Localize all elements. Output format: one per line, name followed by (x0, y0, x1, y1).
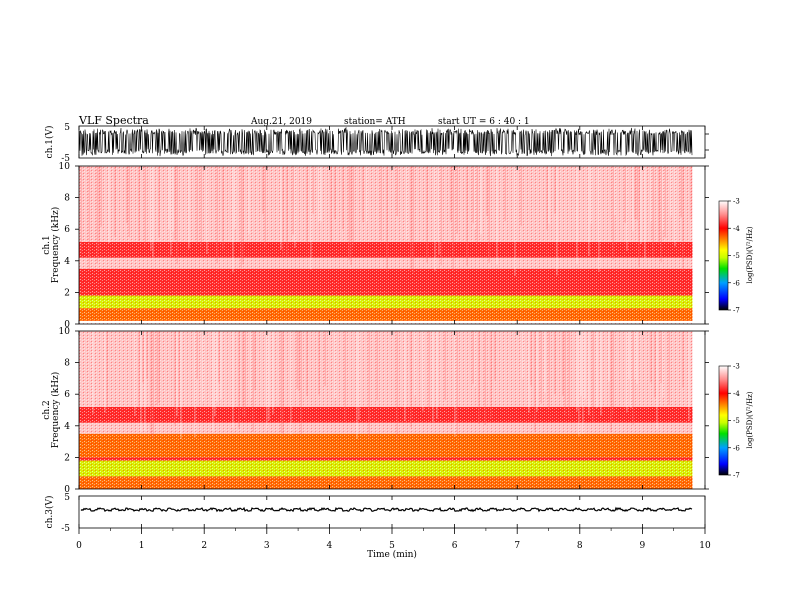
time-axis-label: Time (min) (367, 549, 417, 560)
time-tick-label: 3 (264, 541, 270, 551)
ch1-waveform-panel: 5 -5 ch.1(V) (44, 123, 709, 164)
ch1-spec-ylabel-channel: ch.1 (42, 235, 52, 254)
ch3-waveform-trace (80, 506, 693, 513)
time-tick-label: 1 (139, 541, 145, 551)
colorbar-ch1-ticks: -3 -4 -5 -6 -7 (728, 198, 740, 315)
colorbar-tick-label: -3 (733, 198, 740, 206)
freq-tick-label: 0 (64, 485, 70, 495)
colorbar-tick-label: -6 (733, 279, 740, 287)
freq-tick-label: 6 (64, 390, 70, 400)
freq-tick-label: 8 (64, 194, 70, 204)
time-tick-label: 6 (452, 541, 458, 551)
colorbar-ch2: -3 -4 -5 -6 -7 log(PSD)(V²/Hz) (718, 363, 754, 480)
colorbar-ch1: -3 -4 -5 -6 -7 log(PSD)(V²/Hz) (718, 198, 754, 315)
freq-tick-label: 10 (59, 162, 71, 172)
colorbar-tick-label: -5 (733, 252, 740, 260)
station-label: station= ATH (344, 117, 406, 127)
ch1-waveform-trace (78, 126, 709, 157)
colorbar-tick-label: -7 (733, 307, 740, 315)
figure-title: VLF Spectra (78, 114, 149, 127)
freq-tick-label: 4 (64, 257, 70, 267)
ch2-freq-ticks: 0 2 4 6 8 10 (59, 327, 709, 495)
freq-tick-label: 4 (64, 422, 70, 432)
ch3-waveform-ylabel: ch.3(V) (44, 496, 55, 529)
colorbar-ch1-label: log(PSD)(V²/Hz) (746, 226, 754, 283)
colorbar-tick-label: -3 (733, 363, 740, 371)
time-axis: 0 1 2 3 4 5 6 7 8 9 10 (76, 126, 711, 551)
start-time-label: start UT = 6 : 40 : 1 (438, 117, 530, 127)
ch3-ytick-top: 5 (64, 493, 70, 503)
spectrogram-noise (79, 331, 693, 489)
colorbar-ch2-label: log(PSD)(V²/Hz) (746, 391, 754, 448)
freq-tick-label: 10 (59, 327, 71, 337)
colorbar-tick-label: -6 (733, 444, 740, 452)
colorbar-tick-label: -4 (733, 390, 740, 398)
ch1-ytick-bottom: -5 (61, 154, 70, 164)
colorbar-ch2-ticks: -3 -4 -5 -6 -7 (728, 363, 740, 480)
time-tick-label: 9 (640, 541, 646, 551)
colorbar-ch2-scale (718, 365, 729, 476)
time-tick-label: 0 (76, 541, 82, 551)
spectrogram-noise (79, 166, 693, 324)
freq-tick-label: 8 (64, 359, 70, 369)
time-tick-label: 2 (201, 541, 207, 551)
time-tick-label: 7 (514, 541, 520, 551)
time-tick-label: 5 (389, 541, 395, 551)
colorbar-ch1-scale (718, 200, 729, 311)
ch1-waveform-line (78, 126, 693, 157)
ch3-ytick-bottom: -5 (61, 524, 70, 534)
colorbar-tick-label: -5 (733, 417, 740, 425)
ch1-spec-ylabel-frequency: Frequency (kHz) (50, 207, 61, 284)
ch3-waveform-panel: 5 -5 ch.3(V) (44, 493, 706, 534)
ch3-waveform-line (80, 506, 693, 513)
time-tick-label: 8 (577, 541, 583, 551)
time-tick-label: 4 (327, 541, 333, 551)
ch1-spectrogram-image (79, 166, 693, 324)
freq-tick-label: 2 (64, 288, 70, 298)
ch2-spectrogram-image (79, 331, 693, 489)
ch1-spectrogram-panel: 0 2 4 6 8 10 ch.1 Frequency (kHz) (42, 162, 709, 330)
freq-tick-label: 6 (64, 225, 70, 235)
ch2-spec-ylabel-channel: ch.2 (42, 400, 52, 419)
date-label: Aug.21, 2019 (250, 117, 312, 127)
ch1-ytick-top: 5 (64, 123, 70, 133)
freq-tick-label: 0 (64, 320, 70, 330)
ch2-spectrogram-panel: 0 2 4 6 8 10 ch.2 Frequency (kHz) (42, 327, 709, 495)
ch1-freq-ticks: 0 2 4 6 8 10 (59, 162, 709, 330)
time-tick-label: 10 (699, 541, 711, 551)
colorbar-tick-label: -4 (733, 225, 740, 233)
ch2-spec-ylabel-frequency: Frequency (kHz) (50, 372, 61, 449)
colorbar-tick-label: -7 (733, 472, 740, 480)
ch1-waveform-ylabel: ch.1(V) (44, 126, 55, 159)
freq-tick-label: 2 (64, 453, 70, 463)
